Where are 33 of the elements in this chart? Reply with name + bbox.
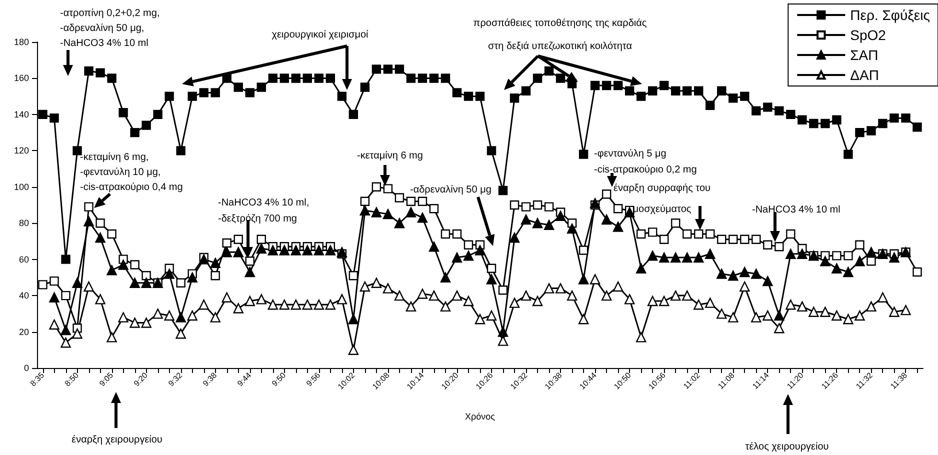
legend-label: ΣΑΠ [850,47,878,63]
x-tick-label: 9:32 [166,370,184,388]
y-tick-label: 80 [18,218,29,228]
x-tick-label: 9:44 [236,370,254,388]
y-tick-label: 0 [24,363,29,373]
text: έναρξη χειρουργείου [72,434,162,446]
legend-label: Περ. Σφύξεις [850,7,930,23]
annotation: -NaHCO3 4% 10 ml, -δεξτρόζη 700 mg [218,198,310,224]
y-tick-label: 180 [14,37,29,47]
x-axis-title: Χρόνος [465,412,496,422]
legend-label: SpO2 [850,27,886,43]
y-tick-label: 160 [14,73,29,84]
x-tick-label: 9:56 [304,370,322,388]
x-tick-label: 8:50 [63,370,81,388]
annotation: -ατροπίνη 0,2+0,2 mg, -αδρεναλίνη 50 μg, -NaHCO3 4% 10 ml [60,8,160,49]
annotation: -κεταμίνη 6 mg, -φεντανύλη 10 μg, -cis-ατρακούριο 0,4 mg [80,152,183,193]
y-tick-label: 140 [14,109,29,120]
x-tick-label: 9:38 [201,370,219,388]
text: τέλος χειρουργείου [745,442,829,452]
y-tick-label: 20 [18,326,29,337]
text: χειρουργικοί χειρισμοί [272,30,370,40]
y-tick-label: 60 [18,254,29,264]
x-tick-label: 9:20 [132,370,150,388]
annotation: -NaHCO3 4% 10 ml [752,204,840,216]
annotation: έναρξη συρραφής του μοσχεύματος [613,183,711,215]
text: προσπάθειες τοποθέτησης της καρδιάς στη δεξιά υπεζωκοτική κοιλότητα [473,18,647,52]
annotation: -αδρεναλίνη 50 μg [410,184,492,196]
y-tick-label: 40 [18,290,29,301]
legend-label: ΔΑΠ [850,67,879,83]
x-tick-label: 9:50 [270,370,288,388]
annotation: -κεταμίνη 6 mg [357,150,423,162]
y-tick-label: 120 [14,146,29,156]
y-tick-label: 100 [14,182,29,192]
